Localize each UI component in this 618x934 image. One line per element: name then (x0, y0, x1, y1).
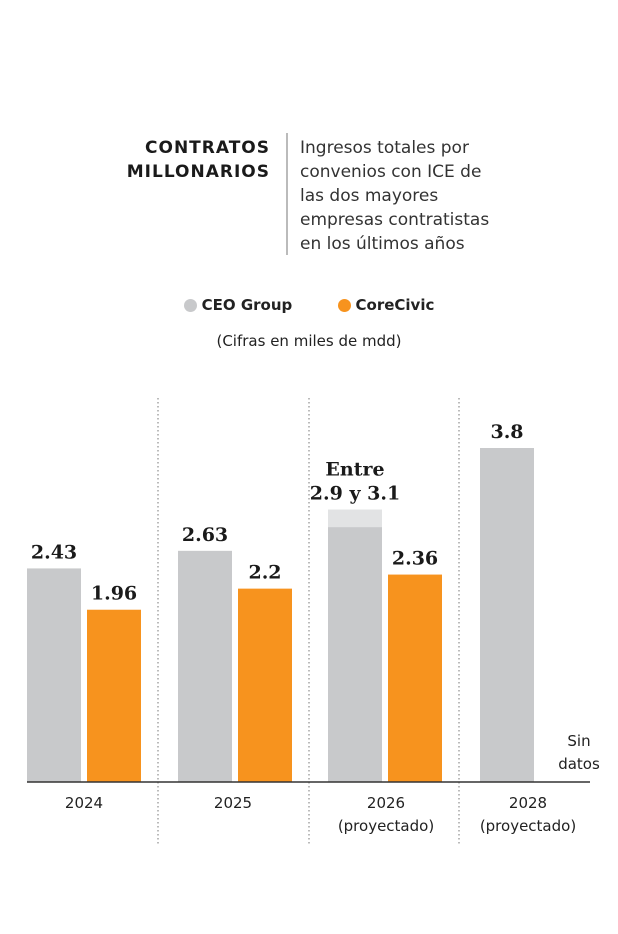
no-data-label: Sin (567, 732, 590, 750)
data-label: 2.63 (182, 524, 228, 546)
bar (328, 527, 382, 782)
chart-title: CONTRATOS MILLONARIOS (126, 138, 270, 182)
legend-label: CoreCivic (355, 296, 435, 314)
data-label: 2.36 (392, 548, 438, 570)
bar-range (328, 509, 382, 528)
legend-label: CEO Group (201, 296, 293, 314)
legend-item-corecivic: CoreCivic (337, 296, 435, 314)
subtitle-line: convenios con ICE de (300, 162, 482, 182)
subtitle-line: empresas contratistas (300, 210, 490, 230)
legend-dot-icon (183, 298, 197, 312)
bar (388, 574, 442, 782)
bar (238, 588, 292, 782)
title-divider (286, 133, 288, 255)
units-note: (Cifras en miles de mdd) (216, 332, 402, 350)
x-tick-label: 2026 (367, 794, 405, 812)
chart-subtitle: Ingresos totales por convenios con ICE d… (300, 136, 530, 256)
bar (27, 568, 81, 782)
bar (480, 448, 534, 782)
data-label: 2.9 y 3.1 (310, 483, 400, 505)
subtitle-line: en los últimos años (300, 234, 465, 254)
x-tick-label: (proyectado) (338, 817, 434, 835)
data-label: 2.43 (31, 541, 77, 563)
data-label: 1.96 (91, 583, 137, 605)
bar (178, 550, 232, 782)
data-label: 2.2 (248, 562, 281, 584)
data-label: Entre (325, 459, 384, 481)
legend-item-ceo-group: CEO Group (183, 296, 293, 314)
legend: CEO Group CoreCivic (0, 296, 618, 316)
x-tick-label: 2025 (214, 794, 252, 812)
x-tick-label: 2024 (65, 794, 103, 812)
subtitle-line: Ingresos totales por (300, 138, 469, 158)
subtitle-line: las dos mayores (300, 186, 439, 206)
legend-dot-icon (337, 298, 351, 312)
data-label: 3.8 (490, 421, 523, 443)
x-tick-label: 2028 (509, 794, 547, 812)
no-data-label: datos (558, 755, 600, 773)
bar (87, 609, 141, 782)
x-tick-label: (proyectado) (480, 817, 576, 835)
